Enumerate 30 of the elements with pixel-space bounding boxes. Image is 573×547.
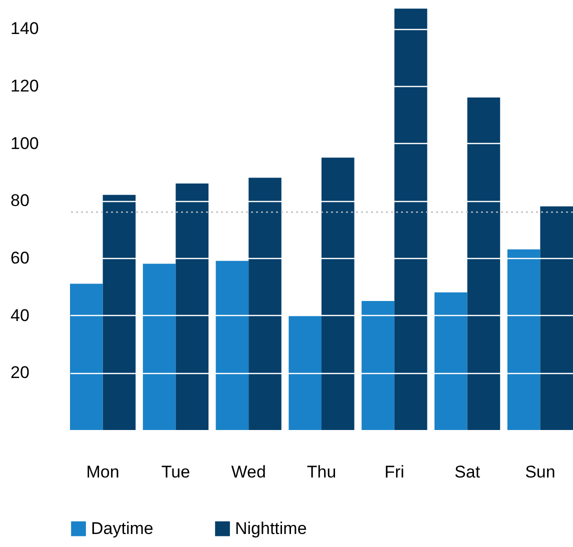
bar — [434, 292, 468, 430]
y-tick-label: 80 — [10, 191, 30, 210]
x-tick-label: Tue — [161, 462, 190, 482]
y-tick-label: 120 — [10, 76, 39, 96]
legend-label: Nighttime — [235, 518, 307, 538]
y-tick-label: 20 — [10, 363, 30, 382]
y-tick-label: 40 — [10, 306, 30, 325]
bar — [540, 206, 573, 430]
x-tick-label: Fri — [384, 462, 404, 482]
bar — [362, 301, 394, 430]
x-tick-label: Sun — [525, 462, 556, 482]
bar — [102, 194, 136, 430]
bar — [288, 315, 322, 430]
bar — [507, 249, 540, 430]
x-tick-label: Mon — [86, 462, 120, 482]
x-tick-label: Wed — [231, 462, 266, 482]
x-tick-label: Sat — [454, 462, 480, 482]
y-tick-label: 140 — [10, 19, 39, 38]
bar — [216, 260, 249, 430]
bar — [322, 158, 354, 430]
bar — [248, 178, 282, 430]
y-tick-label: 100 — [10, 134, 39, 153]
bar — [394, 8, 428, 430]
y-tick-label: 60 — [10, 248, 30, 268]
x-tick-label: Thu — [306, 462, 336, 482]
bar — [467, 97, 500, 430]
bar — [142, 264, 176, 430]
bar — [70, 284, 103, 430]
legend-label: Daytime — [91, 518, 154, 538]
bar — [176, 183, 209, 430]
